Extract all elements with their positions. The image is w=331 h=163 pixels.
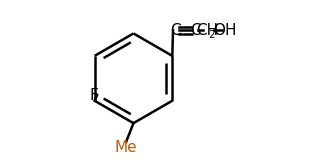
Text: 2: 2	[209, 30, 215, 40]
Text: C: C	[190, 23, 201, 38]
Text: OH: OH	[213, 23, 237, 38]
Text: C: C	[170, 23, 181, 38]
Text: Me: Me	[115, 141, 138, 156]
Text: CH: CH	[196, 23, 218, 38]
Text: F: F	[90, 88, 99, 103]
